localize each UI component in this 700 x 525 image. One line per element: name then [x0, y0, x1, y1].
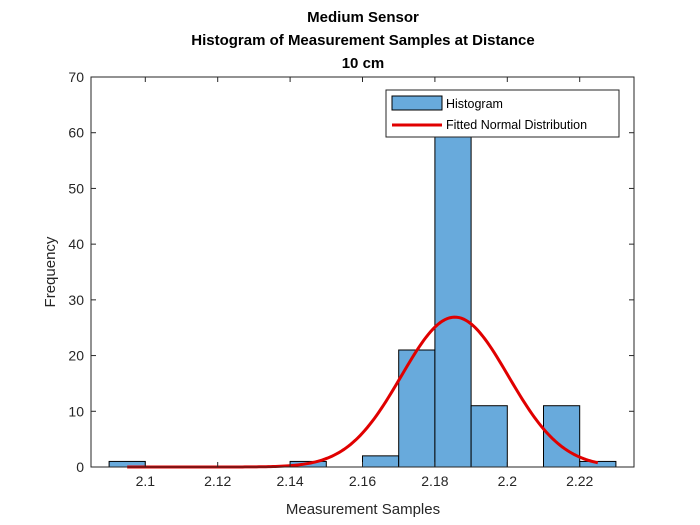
y-tick-label: 70: [68, 69, 84, 85]
y-axis-label: Frequency: [42, 236, 59, 307]
y-axis-ticks: 0 10 20 30 40 50 60 70: [68, 69, 634, 475]
y-tick-label: 50: [68, 180, 84, 196]
x-tick-label: 2.2: [498, 473, 518, 489]
title-line-3: 10 cm: [342, 55, 385, 72]
x-axis-ticks: 2.1 2.12 2.14 2.16 2.18 2.2 2.22: [136, 77, 594, 489]
histogram-bar: [434, 132, 472, 468]
x-tick-label: 2.16: [349, 473, 376, 489]
legend: Histogram Fitted Normal Distribution: [385, 89, 620, 138]
histogram-bar: [362, 455, 400, 468]
x-tick-label: 2.18: [421, 473, 448, 489]
x-tick-label: 2.22: [566, 473, 593, 489]
x-tick-label: 2.1: [136, 473, 156, 489]
chart-title: Medium Sensor Histogram of Measurement S…: [191, 9, 534, 72]
legend-histogram-label: Histogram: [446, 97, 503, 111]
y-tick-label: 60: [68, 125, 84, 141]
histogram-bars: [108, 132, 617, 468]
x-axis-label: Measurement Samples: [286, 501, 440, 518]
title-line-2: Histogram of Measurement Samples at Dist…: [191, 32, 534, 49]
x-tick-label: 2.14: [276, 473, 303, 489]
y-tick-label: 20: [68, 348, 84, 364]
y-tick-label: 40: [68, 236, 84, 252]
x-tick-label: 2.12: [204, 473, 231, 489]
legend-fit-label: Fitted Normal Distribution: [446, 118, 587, 132]
plot-area: [91, 77, 634, 467]
title-line-1: Medium Sensor: [307, 9, 419, 26]
histogram-bar: [398, 349, 436, 468]
y-tick-label: 0: [76, 459, 84, 475]
legend-histogram-swatch: [391, 95, 443, 111]
y-tick-label: 10: [68, 403, 84, 419]
y-tick-label: 30: [68, 292, 84, 308]
histogram-bar: [470, 405, 508, 468]
